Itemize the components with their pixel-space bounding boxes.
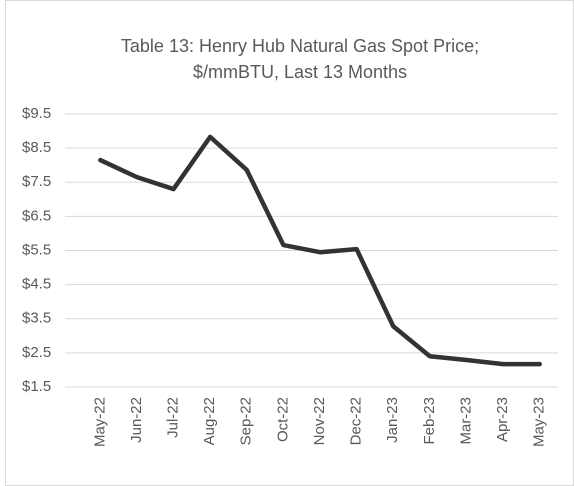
x-tick-label: May-22 — [91, 397, 108, 447]
x-tick-label: Dec-22 — [348, 397, 365, 445]
x-tick-label: Mar-23 — [457, 397, 474, 445]
x-tick-label: Sep-22 — [238, 397, 255, 445]
x-tick-label: Aug-22 — [201, 397, 218, 445]
x-tick-label: Oct-22 — [274, 397, 291, 442]
y-tick-label: $2.5 — [22, 344, 51, 361]
chart-frame — [5, 0, 574, 486]
chart-title: Table 13: Henry Hub Natural Gas Spot Pri… — [121, 36, 479, 56]
y-tick-label: $4.5 — [22, 276, 51, 293]
x-tick-label: Apr-23 — [494, 397, 511, 442]
chart-title: $/mmBTU, Last 13 Months — [193, 62, 407, 82]
y-tick-label: $5.5 — [22, 241, 51, 258]
x-tick-label: May-23 — [531, 397, 548, 447]
data-line — [98, 134, 542, 367]
x-tick-label: Jun-22 — [128, 397, 145, 443]
y-tick-label: $6.5 — [22, 207, 51, 224]
x-tick-label: Jan-23 — [384, 397, 401, 443]
x-tick-label: Nov-22 — [311, 397, 328, 445]
y-tick-label: $7.5 — [22, 173, 51, 190]
y-tick-label: $8.5 — [22, 139, 51, 156]
y-tick-label: $9.5 — [22, 105, 51, 122]
y-tick-label: $3.5 — [22, 310, 51, 327]
x-tick-label: Jul-22 — [165, 397, 182, 438]
y-tick-label: $1.5 — [22, 378, 51, 395]
x-tick-label: Feb-23 — [421, 397, 438, 445]
